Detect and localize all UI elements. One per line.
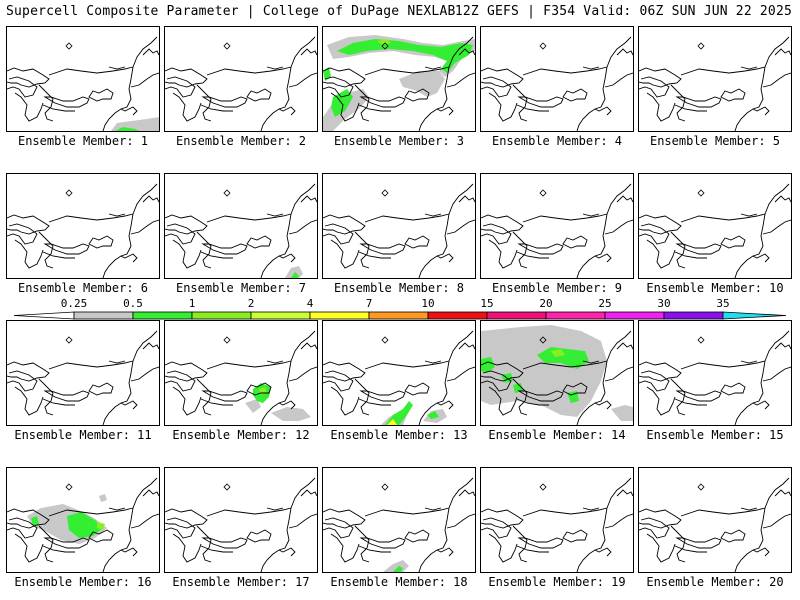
ensemble-member-map [322, 320, 476, 426]
ensemble-member-label: Ensemble Member: 1 [17, 134, 149, 148]
ensemble-member-map [480, 26, 634, 132]
colorbar-tick-label: 7 [365, 297, 373, 310]
member-map-svg [7, 183, 159, 278]
ensemble-member-label: Ensemble Member: 4 [491, 134, 623, 148]
colorbar-segment [73, 311, 134, 320]
colorbar-segment [309, 311, 370, 320]
member-map-svg [481, 183, 633, 278]
ensemble-member-label: Ensemble Member: 14 [488, 428, 626, 442]
member-map-svg [481, 36, 633, 131]
chart-title: Supercell Composite Parameter | College … [6, 4, 456, 19]
ensemble-member-map [322, 173, 476, 279]
ensemble-member-map [638, 467, 792, 573]
ensemble-member-label: Ensemble Member: 5 [649, 134, 781, 148]
ensemble-member-label: Ensemble Member: 13 [330, 428, 468, 442]
member-map-svg [323, 330, 475, 425]
ensemble-member-label: Ensemble Member: 18 [330, 575, 468, 589]
colorbar-tick-label: 4 [306, 297, 314, 310]
ensemble-member-label: Ensemble Member: 9 [491, 281, 623, 295]
color-scale-bar [13, 311, 787, 320]
colorbar-high-tip [722, 311, 787, 320]
colorbar-tick-label: 0.5 [123, 297, 143, 310]
member-map-svg [481, 477, 633, 572]
valid-time-label: 12Z GEFS | F354 Valid: 06Z SUN JUN 22 20… [454, 4, 792, 19]
colorbar-tick-label: 25 [598, 297, 612, 310]
colorbar-segment [604, 311, 665, 320]
ensemble-member-map [164, 26, 318, 132]
colorbar-segment [191, 311, 252, 320]
colorbar-tick-label: 20 [539, 297, 553, 310]
member-map-svg [7, 330, 159, 425]
ensemble-member-label: Ensemble Member: 7 [175, 281, 307, 295]
colorbar-segment [427, 311, 488, 320]
colorbar-tick-label: 1 [188, 297, 196, 310]
member-map-svg [481, 325, 633, 425]
ensemble-member-label: Ensemble Member: 11 [14, 428, 152, 442]
member-map-svg [165, 36, 317, 131]
ensemble-member-map [6, 26, 160, 132]
ensemble-member-label: Ensemble Member: 16 [14, 575, 152, 589]
ensemble-member-map [322, 467, 476, 573]
ensemble-member-map [480, 467, 634, 573]
member-map-svg [323, 35, 475, 131]
member-map-svg [639, 477, 791, 572]
member-map-svg [165, 477, 317, 572]
member-map-svg [323, 183, 475, 278]
ensemble-member-label: Ensemble Member: 10 [646, 281, 784, 295]
ensemble-member-map [6, 173, 160, 279]
colorbar-low-tip [13, 311, 75, 320]
colorbar-segment [545, 311, 606, 320]
ensemble-member-label: Ensemble Member: 6 [17, 281, 149, 295]
colorbar-tick-label: 2 [247, 297, 255, 310]
colorbar-segment [250, 311, 311, 320]
colorbar-segment [132, 311, 193, 320]
ensemble-member-label: Ensemble Member: 2 [175, 134, 307, 148]
colorbar-tick-label: 30 [657, 297, 671, 310]
colorbar-tick-label: 15 [480, 297, 494, 310]
ensemble-member-map [480, 320, 634, 426]
member-map-svg [639, 36, 791, 131]
ensemble-member-label: Ensemble Member: 20 [646, 575, 784, 589]
ensemble-member-map [6, 467, 160, 573]
ensemble-member-map [164, 173, 318, 279]
colorbar-segment [486, 311, 547, 320]
colorbar-tick-label: 35 [716, 297, 730, 310]
ensemble-member-map [164, 320, 318, 426]
ensemble-member-label: Ensemble Member: 3 [333, 134, 465, 148]
ensemble-member-map [638, 320, 792, 426]
ensemble-member-label: Ensemble Member: 15 [646, 428, 784, 442]
ensemble-member-label: Ensemble Member: 12 [172, 428, 310, 442]
member-map-svg [639, 183, 791, 278]
colorbar-segment [368, 311, 429, 320]
ensemble-member-map [480, 173, 634, 279]
ensemble-member-map [322, 26, 476, 132]
colorbar-tick-label: 10 [421, 297, 435, 310]
member-map-svg [323, 477, 475, 572]
member-map-svg [7, 477, 159, 572]
colorbar-tick-label: 0.25 [60, 297, 88, 310]
member-map-svg [7, 36, 159, 131]
member-map-svg [165, 330, 317, 425]
ensemble-member-map [638, 26, 792, 132]
ensemble-member-label: Ensemble Member: 19 [488, 575, 626, 589]
colorbar-segment [663, 311, 724, 320]
member-map-svg [639, 330, 791, 425]
ensemble-member-label: Ensemble Member: 8 [333, 281, 465, 295]
ensemble-member-map [164, 467, 318, 573]
member-map-svg [165, 183, 317, 278]
ensemble-member-map [638, 173, 792, 279]
ensemble-member-label: Ensemble Member: 17 [172, 575, 310, 589]
ensemble-member-map [6, 320, 160, 426]
